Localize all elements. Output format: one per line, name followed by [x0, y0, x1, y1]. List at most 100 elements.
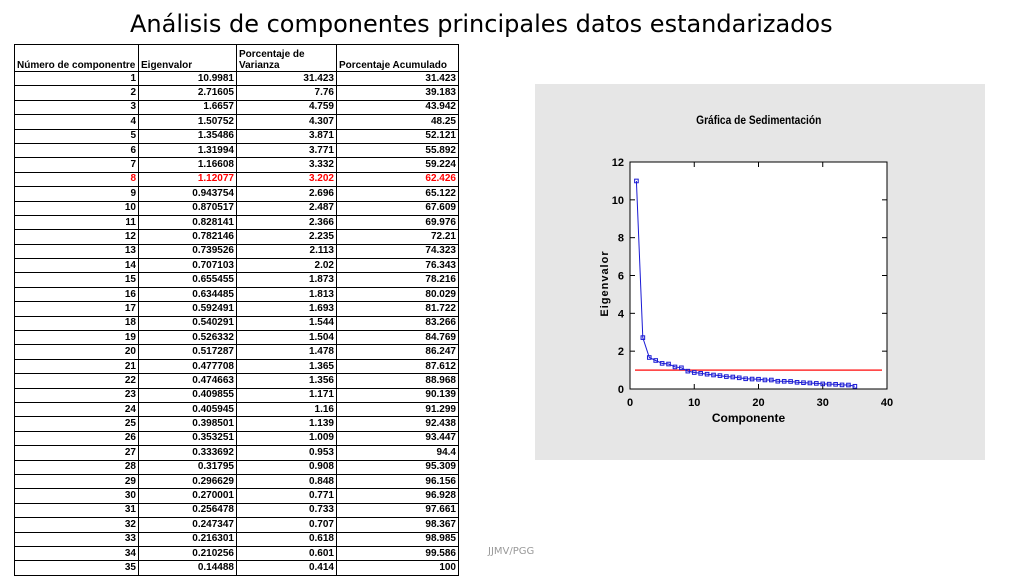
cell-variance: 1.873	[236, 272, 337, 288]
cell-variance: 3.202	[236, 171, 337, 188]
table-row: 13 0.739526 2.113 74.323	[14, 243, 459, 260]
cell-eigenvalue: 0.474663	[138, 373, 237, 389]
data-point	[691, 370, 697, 375]
data-point	[839, 382, 845, 388]
cell-cumulative: 74.323	[336, 243, 459, 260]
cell-component: 28	[14, 459, 139, 475]
cell-component: 6	[14, 142, 139, 159]
cell-component: 18	[14, 315, 139, 332]
cell-component: 1	[14, 70, 139, 87]
cell-cumulative: 87.612	[336, 358, 459, 375]
data-point	[685, 368, 691, 374]
cell-variance: 0.601	[236, 545, 337, 562]
cell-component: 10	[14, 200, 139, 216]
data-point	[704, 371, 710, 377]
cell-variance: 2.02	[236, 258, 337, 274]
data-point	[762, 377, 768, 383]
table-row: 14 0.707103 2.02 76.343	[14, 258, 459, 274]
cell-component: 16	[14, 286, 139, 303]
cell-eigenvalue: 0.739526	[138, 243, 237, 260]
cell-eigenvalue: 1.31994	[138, 142, 237, 159]
data-point	[730, 374, 736, 380]
data-point	[724, 374, 729, 379]
table-row: 26 0.353251 1.009 93.447	[14, 430, 459, 447]
cell-cumulative: 43.942	[336, 99, 459, 116]
data-point	[852, 383, 858, 389]
table-row: 34 0.210256 0.601 99.586	[14, 545, 459, 562]
table-row: 4 1.50752 4.307 48.25	[14, 114, 459, 130]
pca-table: Número de componentre Eigenvalor Porcent…	[14, 44, 459, 576]
table-row: 25 0.398501 1.139 92.438	[14, 416, 459, 432]
cell-cumulative: 81.722	[336, 301, 459, 317]
cell-eigenvalue: 0.210256	[138, 545, 237, 562]
cell-component: 21	[14, 358, 139, 375]
table-row: 22 0.474663 1.356 88.968	[14, 373, 459, 389]
table-row: 28 0.31795 0.908 95.309	[14, 459, 459, 475]
cell-eigenvalue: 0.828141	[138, 214, 237, 231]
cell-component: 19	[14, 330, 139, 346]
cell-variance: 2.696	[236, 186, 337, 202]
y-tick-label: 4	[618, 308, 625, 320]
cell-eigenvalue: 0.782146	[138, 229, 237, 245]
data-point	[769, 377, 774, 383]
data-point	[666, 361, 671, 367]
y-tick-label: 8	[618, 233, 624, 245]
footer-credit: JJMV/PGG	[488, 546, 535, 557]
cell-cumulative: 99.586	[336, 545, 459, 562]
table-row: 27 0.333692 0.953 94.4	[14, 445, 459, 461]
x-tick-label: 40	[881, 397, 893, 409]
cell-cumulative: 88.968	[336, 373, 459, 389]
x-tick-label: 10	[688, 397, 700, 409]
cell-variance: 1.693	[236, 301, 337, 317]
data-point	[846, 382, 851, 388]
table-row: 21 0.477708 1.365 87.612	[14, 358, 459, 375]
cell-eigenvalue: 1.12077	[138, 171, 237, 188]
cell-variance: 3.871	[236, 128, 337, 144]
table-row: 2 2.71605 7.76 39.183	[14, 85, 459, 101]
table-row: 32 0.247347 0.707 98.367	[14, 517, 459, 533]
cell-component: 8	[14, 171, 139, 188]
data-point	[749, 376, 755, 382]
x-axis-label: Componente	[712, 411, 786, 425]
data-point	[807, 380, 813, 386]
cell-eigenvalue: 1.50752	[138, 114, 237, 130]
data-point	[736, 375, 742, 381]
cell-eigenvalue: 0.707103	[138, 258, 237, 274]
header-eigenvalue: Eigenvalor	[138, 44, 237, 72]
cell-eigenvalue: 1.16608	[138, 157, 237, 173]
data-point	[743, 376, 748, 382]
cell-eigenvalue: 0.296629	[138, 473, 237, 490]
cell-cumulative: 72.21	[336, 229, 459, 245]
data-point	[640, 335, 646, 340]
table-row: 6 1.31994 3.771 55.892	[14, 142, 459, 159]
table-row: 31 0.256478 0.733 97.661	[14, 502, 459, 519]
data-point	[820, 381, 826, 387]
cell-component: 26	[14, 430, 139, 447]
y-tick-label: 10	[612, 195, 624, 207]
cell-variance: 3.771	[236, 142, 337, 159]
data-point	[801, 380, 806, 385]
cell-component: 32	[14, 517, 139, 533]
cell-component: 14	[14, 258, 139, 274]
cell-cumulative: 80.029	[336, 286, 459, 303]
cell-variance: 2.235	[236, 229, 337, 245]
cell-variance: 4.759	[236, 99, 337, 116]
data-point	[794, 380, 800, 385]
cell-variance: 0.771	[236, 488, 337, 504]
cell-cumulative: 55.892	[336, 142, 459, 159]
cell-cumulative: 39.183	[336, 85, 459, 101]
cell-variance: 0.618	[236, 531, 337, 547]
cell-variance: 2.113	[236, 243, 337, 260]
cell-cumulative: 100	[336, 560, 459, 576]
cell-component: 25	[14, 416, 139, 432]
header-cumulative-percent: Porcentaje Acumulado	[336, 44, 459, 72]
table-row: 17 0.592491 1.693 81.722	[14, 301, 459, 317]
cell-cumulative: 83.266	[336, 315, 459, 332]
cell-eigenvalue: 0.870517	[138, 200, 237, 216]
table-row: 5 1.35486 3.871 52.121	[14, 128, 459, 144]
data-point	[659, 361, 665, 366]
cell-cumulative: 84.769	[336, 330, 459, 346]
cell-eigenvalue: 0.409855	[138, 387, 237, 403]
data-point	[634, 178, 639, 184]
cell-cumulative: 86.247	[336, 344, 459, 360]
